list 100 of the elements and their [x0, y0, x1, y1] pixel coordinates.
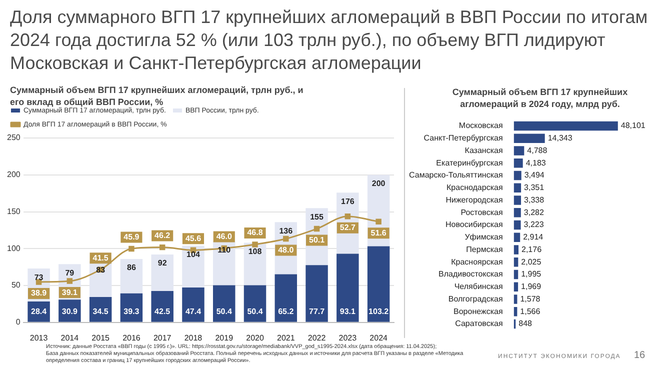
y-tick-label: 200 — [6, 170, 21, 180]
bar — [514, 121, 618, 131]
bar — [244, 285, 266, 322]
bar — [514, 245, 518, 254]
total-label: 108 — [248, 246, 262, 256]
bar — [274, 274, 298, 322]
data-label: 1,578 — [520, 294, 541, 304]
data-label: 42.5 — [154, 307, 171, 316]
y-tick-label: 150 — [6, 206, 21, 216]
data-label: 46.0 — [216, 232, 232, 241]
point — [314, 226, 320, 232]
total-label: 176 — [340, 196, 355, 206]
y-tick-label: Московская — [458, 121, 503, 130]
y-tick-label: Самарско-Тольяттинская — [408, 170, 503, 180]
x-tick-label: 2019 — [215, 333, 234, 342]
bar — [151, 254, 174, 292]
y-tick-label: Красноярская — [451, 257, 503, 266]
bar — [213, 285, 236, 322]
text: 16 — [634, 350, 646, 361]
point — [344, 214, 351, 220]
data-label: 41.5 — [92, 253, 109, 262]
y-tick-label: Владивостокская — [438, 270, 503, 279]
point — [252, 242, 258, 248]
data-label: 2,025 — [521, 257, 542, 266]
y-tick-label: 50 — [11, 280, 21, 290]
bar — [514, 134, 545, 144]
total-label: 92 — [158, 258, 168, 268]
total-label: 136 — [279, 226, 294, 236]
y-tick-label: 250 — [6, 133, 21, 142]
bar — [336, 254, 359, 322]
bar — [514, 232, 520, 242]
total-label: 200 — [372, 179, 386, 188]
data-label: 14,343 — [548, 134, 573, 143]
y-tick-label: 100 — [6, 244, 21, 253]
data-label: 50.4 — [247, 307, 264, 316]
data-label: 50.1 — [308, 235, 326, 244]
data-label: 848 — [518, 319, 533, 328]
x-tick-label: 2018 — [184, 333, 203, 342]
y-tick-label: Екатеринбургская — [436, 158, 503, 168]
data-label: 3,338 — [524, 195, 545, 204]
y-tick-label: Воронежская — [454, 306, 503, 316]
x-tick-label: 2013 — [30, 333, 48, 342]
data-label: 46.2 — [154, 231, 171, 240]
chart-subtitle: Суммарный объем ВГП 17 крупнейших агломераций, трлн руб., и его вклад в общий ВВП России, % — [10, 84, 304, 107]
chart-title: Суммарный объем ВГП 17 крупнейших агломераций в 2024 году, млрд руб. — [451, 86, 629, 110]
data-label: 4,183 — [526, 158, 546, 168]
point — [128, 246, 134, 252]
x-tick-label: 2020 — [246, 333, 264, 342]
bar — [120, 258, 143, 294]
chart-title: Доля суммарного ВГП 17 крупнейших агломераций в ВВП России по итогам 2024 года достигла 52 % (или 103 трлн руб.), по объему ВГП лидируют Московская и Санкт-Петербургская агломерации — [10, 6, 649, 75]
data-label: 2,176 — [522, 244, 542, 254]
data-label: 52.7 — [340, 223, 356, 232]
total-label: 155 — [310, 212, 324, 222]
data-label: 46.8 — [247, 228, 264, 238]
point — [66, 278, 73, 284]
bar — [514, 170, 522, 180]
data-label: 48,101 — [620, 121, 646, 130]
y-tick-label: Нижегородская — [446, 195, 503, 204]
x-tick-label: 2015 — [92, 333, 110, 342]
bar — [514, 196, 522, 205]
bar — [514, 220, 521, 230]
y-tick-label: Краснодарская — [446, 183, 503, 192]
data-label: 2,914 — [523, 232, 544, 242]
bar — [514, 146, 524, 156]
bar — [514, 294, 518, 304]
data-label: 47.4 — [185, 307, 202, 316]
data-label: 30.9 — [62, 307, 78, 316]
bar — [367, 246, 390, 322]
data-label: 1,969 — [521, 282, 542, 292]
total-label: 79 — [65, 268, 75, 278]
y-tick-label: Волгоградская — [448, 294, 503, 304]
data-label: 39.1 — [62, 288, 78, 297]
data-label: 65.2 — [278, 307, 294, 316]
bar — [306, 265, 328, 322]
data-label: 3,494 — [524, 170, 545, 180]
data-label: 38.9 — [31, 288, 48, 298]
point — [283, 236, 289, 242]
x-tick-label: 2021 — [276, 333, 296, 342]
bar — [58, 300, 81, 322]
data-label: 77.7 — [308, 307, 326, 316]
bar — [151, 291, 174, 322]
y-tick-label: Казанская — [464, 146, 503, 155]
data-label: 1,566 — [520, 306, 541, 316]
data-label: 48.0 — [278, 245, 294, 254]
data-label: 3,351 — [524, 183, 545, 192]
bar — [514, 270, 518, 280]
y-tick-label: Уфимская — [464, 232, 503, 242]
bar — [514, 282, 518, 292]
data-label: 1,995 — [521, 270, 542, 279]
data-label: 3,282 — [524, 208, 544, 217]
data-label: 103.2 — [368, 307, 390, 316]
bar — [514, 257, 518, 267]
data-label: 39.3 — [124, 307, 140, 316]
bar — [514, 183, 522, 193]
x-tick-label: 2017 — [153, 333, 172, 342]
point — [376, 218, 382, 225]
y-tick-label: Саратовская — [455, 319, 503, 328]
bar — [514, 306, 518, 316]
data-label: 93.1 — [340, 307, 356, 316]
x-tick-label: 2023 — [338, 333, 358, 342]
